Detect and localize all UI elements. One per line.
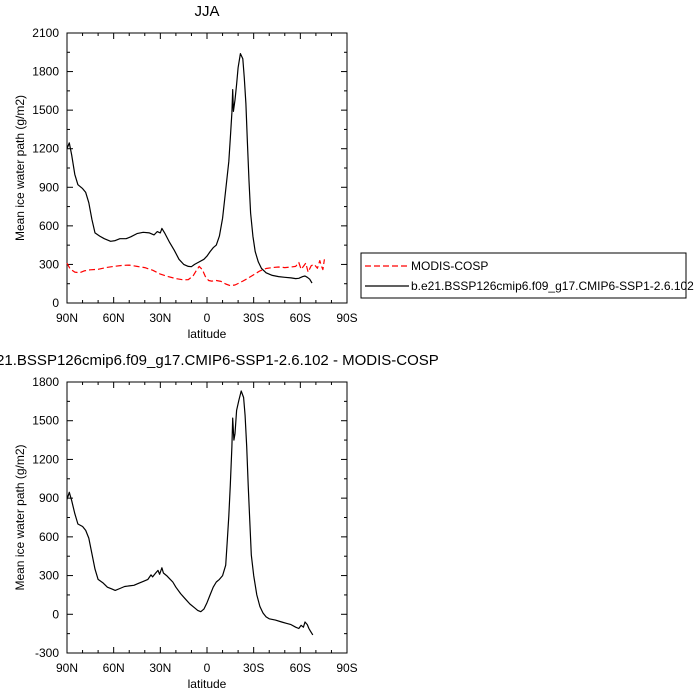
y-tick-label: 900 — [39, 180, 59, 194]
y-tick-label: 1800 — [32, 375, 59, 389]
x-axis-label: latitude — [188, 327, 227, 341]
x-tick-label: 60N — [103, 661, 125, 675]
y-tick-label: 1200 — [32, 142, 59, 156]
x-tick-label: 30N — [149, 311, 171, 325]
x-tick-label: 90S — [336, 311, 357, 325]
x-tick-label: 90S — [336, 661, 357, 675]
plot-frame — [66, 381, 348, 654]
series-line-1 — [66, 390, 314, 636]
x-tick-label: 30N — [149, 661, 171, 675]
x-tick-label: 60N — [103, 311, 125, 325]
x-tick-label: 60S — [290, 311, 311, 325]
x-tick-label: 30S — [243, 661, 264, 675]
chart-title: b.e21.BSSP126cmip6.f09_g17.CMIP6-SSP1-2.… — [0, 352, 439, 369]
y-tick-label: -300 — [35, 646, 59, 660]
legend-label: b.e21.BSSP126cmip6.f09_g17.CMIP6-SSP1-2.… — [411, 279, 694, 293]
x-tick-label: 30S — [243, 311, 264, 325]
y-tick-label: 900 — [39, 491, 59, 505]
chart-panel-1: JJA 90N 60N 30N 0 30S 60S 90S 0 300 600 900 1200 1500… — [13, 3, 694, 341]
y-tick-label: 1500 — [32, 103, 59, 117]
x-tick-label: 60S — [290, 661, 311, 675]
y-tick-label: 0 — [52, 296, 59, 310]
legend-box — [360, 252, 687, 299]
y-tick-label: 600 — [39, 219, 59, 233]
series-line-2 — [66, 53, 313, 284]
y-axis-label: Mean ice water path (g/m2) — [13, 95, 27, 241]
x-tick-label: 0 — [204, 311, 211, 325]
y-tick-label: 600 — [39, 530, 59, 544]
x-tick-label: 0 — [204, 661, 211, 675]
y-tick-label: 1200 — [32, 452, 59, 466]
plot-frame — [66, 32, 348, 304]
legend: MODIS-COSP b.e21.BSSP126cmip6.f09_g17.CMI… — [360, 252, 694, 299]
x-tick-label: 90N — [56, 661, 78, 675]
x-axis-label: latitude — [188, 677, 227, 691]
y-tick-label: 300 — [39, 569, 59, 583]
x-tick-label: 90N — [56, 311, 78, 325]
y-tick-label: 0 — [52, 607, 59, 621]
y-tick-label: 1500 — [32, 414, 59, 428]
y-tick-label: 300 — [39, 257, 59, 271]
y-axis-label: Mean ice water path (g/m2) — [13, 444, 27, 590]
legend-label: MODIS-COSP — [411, 259, 488, 273]
chart-panel-2: b.e21.BSSP126cmip6.f09_g17.CMIP6-SSP1-2.… — [0, 352, 439, 691]
series-line-1 — [66, 259, 325, 287]
y-tick-label: 1800 — [32, 65, 59, 79]
chart-title: JJA — [194, 3, 219, 20]
y-tick-label: 2100 — [32, 26, 59, 40]
